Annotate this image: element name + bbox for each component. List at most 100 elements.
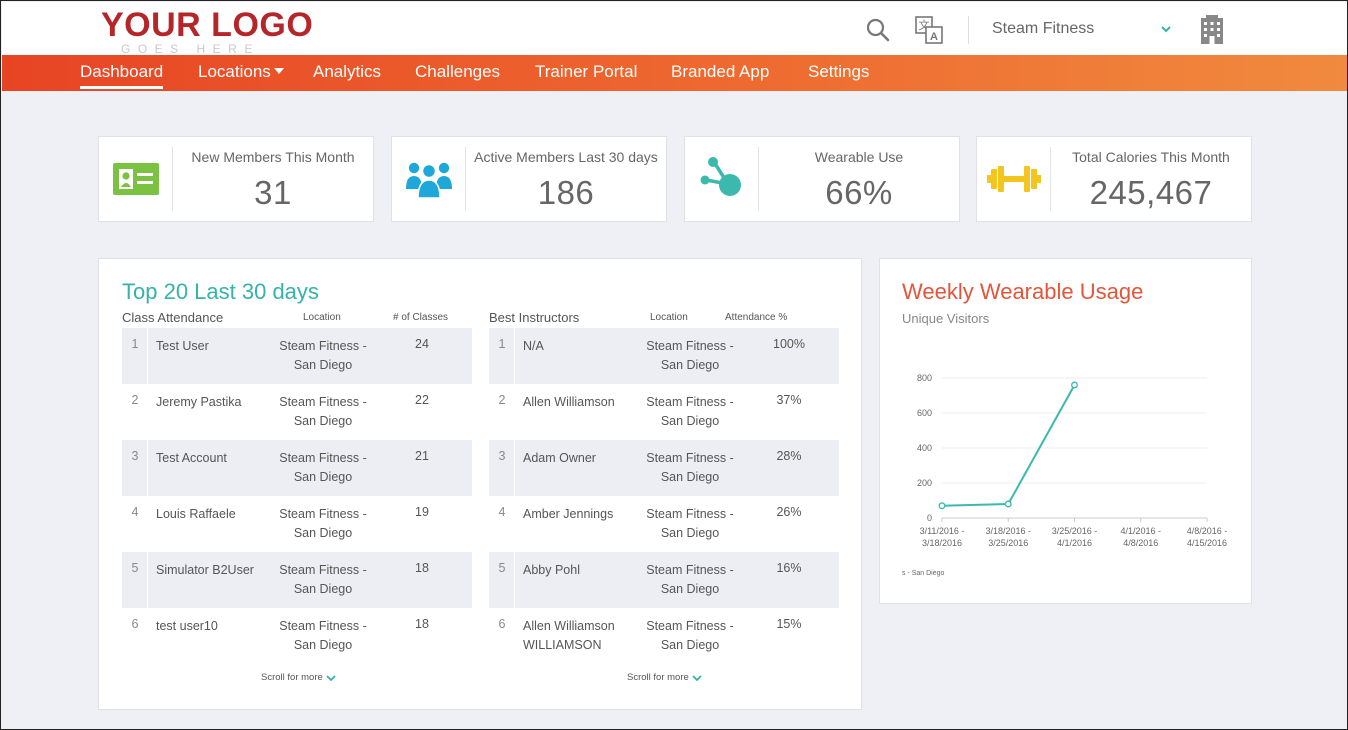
table-row[interactable]: 3 Adam Owner Steam Fitness - San Diego 28% [489,440,839,496]
nav-trainer-portal[interactable]: Trainer Portal [535,62,638,81]
row-divider [147,384,148,440]
share-nodes-icon [685,137,758,221]
location-line-2: San Diego [293,526,353,540]
table-row[interactable]: 2 Allen Williamson Steam Fitness - San Dieg… [489,384,839,440]
member-name: Adam Owner [523,451,596,465]
column-header-location: Location [303,312,341,323]
location-line-1: Steam Fitness - [279,563,367,577]
location-cell: Steam Fitness - San Diego [268,449,378,487]
logo[interactable]: YOUR LOGO [101,6,314,44]
table-row[interactable]: 1 Test User Steam Fitness - San Diego 24 [122,328,472,384]
location-line-1: Steam Fitness - [646,395,734,409]
chevron-down-icon [326,675,336,682]
value-cell: 100% [773,337,805,351]
location-line-1: Steam Fitness - [279,451,367,465]
member-name: Jeremy Pastika [156,395,242,409]
table-row[interactable]: 6 test user10 Steam Fitness - San Diego 18 [122,608,472,664]
table-row[interactable]: 1 N/A Steam Fitness - San Diego 100% [489,328,839,384]
class-attendance-table: Class Attendance Location # of Classes 1… [122,308,472,664]
weekly-wearable-panel: Weekly Wearable Usage Unique Visitors 0 2… [879,258,1252,604]
member-name: Allen Williamson WILLIAMSON [523,619,615,652]
legend-label: s - San Diego [902,570,945,577]
main-nav: Dashboard Locations Analytics Challenges… [2,55,1347,91]
row-divider [514,328,515,384]
table-row[interactable]: 4 Louis Raffaele Steam Fitness - San Diego 1… [122,496,472,552]
top20-panel: Top 20 Last 30 days Class Attendance Loc… [98,258,862,710]
chevron-down-icon[interactable] [1160,22,1172,40]
weekly-usage-chart: 0 200 400 600 800 3/11/2016 - 3/18/2016 3/18/20… [902,373,1227,577]
member-name: Abby Pohl [523,563,580,577]
y-tick-label: 800 [917,373,932,383]
rank-number: 3 [498,449,506,463]
nav-challenges[interactable]: Challenges [415,62,501,81]
table-row[interactable]: 5 Simulator B2User Steam Fitness - San Dieg… [122,552,472,608]
table-row[interactable]: 2 Jeremy Pastika Steam Fitness - San Diego 2… [122,384,472,440]
rank-number: 3 [131,449,139,463]
nav-locations[interactable]: Locations [198,61,284,83]
stat-value: 186 [537,174,595,211]
data-point [1004,500,1012,508]
table-row[interactable]: 4 Amber Jennings Steam Fitness - San Diego 2… [489,496,839,552]
location-line-1: Steam Fitness - [646,507,734,521]
row-divider [147,552,148,608]
location-cell: Steam Fitness - San Diego [268,617,378,655]
translate-icon[interactable]: 文 A [914,14,944,46]
y-tick-label: 600 [917,408,932,418]
scroll-for-more-right[interactable]: Scroll for more [627,672,702,683]
row-divider [147,328,148,384]
member-name: Simulator B2User [156,563,254,577]
gym-select[interactable]: Steam Fitness [992,20,1180,42]
panel-subtitle: Unique Visitors [902,311,990,326]
value-cell: 37% [776,393,802,407]
member-name: Test User [156,339,209,353]
stat-card-new-members: New Members This Month 31 [98,136,374,222]
location-line-2: San Diego [660,414,720,428]
row-divider [514,496,515,552]
panel-title: Top 20 Last 30 days [122,279,319,304]
nav-settings[interactable]: Settings [808,62,870,81]
column-header-attendance: Attendance % [725,312,788,323]
location-line-2: San Diego [293,638,353,652]
building-icon[interactable] [1197,13,1227,45]
row-divider [514,384,515,440]
rank-number: 6 [131,617,139,631]
location-line-2: San Diego [293,582,353,596]
member-name: Amber Jennings [523,507,614,521]
scroll-label: Scroll for more [627,672,689,683]
row-divider [147,440,148,496]
table-body: 1 Test User Steam Fitness - San Diego 24 2 Jer… [122,328,472,664]
value-cell: 18 [415,561,429,575]
chevron-down-icon [692,675,702,682]
stat-value: 245,467 [1089,174,1213,211]
search-icon[interactable] [863,14,893,46]
scroll-for-more-left[interactable]: Scroll for more [261,672,336,683]
x-tick-label: 3/25/2016 [988,538,1028,548]
table-header: Class Attendance Location # of Classes [122,308,472,328]
table-title: Class Attendance [122,310,224,325]
stat-value: 66% [825,174,893,211]
table-row[interactable]: 5 Abby Pohl Steam Fitness - San Diego 16% [489,552,839,608]
nav-analytics[interactable]: Analytics [313,62,382,81]
location-cell: Steam Fitness - San Diego [268,337,378,375]
rank-number: 2 [131,393,139,407]
nav-branded-app[interactable]: Branded App [671,62,770,81]
table-title: Best Instructors [489,310,580,325]
value-cell: 15% [776,617,802,631]
series-line [941,384,1076,507]
stat-divider [1050,147,1051,211]
table-row[interactable]: 6 Allen Williamson WILLIAMSON Steam Fitnes… [489,608,839,664]
stat-label: Wearable Use [814,149,904,165]
scroll-label: Scroll for more [261,672,323,683]
location-line-2: San Diego [660,582,720,596]
location-line-1: Steam Fitness - [646,619,734,633]
rank-number: 1 [131,337,139,351]
x-tick-label: 4/1/2016 [1057,538,1092,548]
value-cell: 19 [415,505,429,519]
nav-dashboard[interactable]: Dashboard [80,62,164,89]
gym-select-value: Steam Fitness [992,20,1095,37]
location-cell: Steam Fitness - San Diego [635,393,745,431]
table-row[interactable]: 3 Test Account Steam Fitness - San Diego 21 [122,440,472,496]
value-cell: 28% [776,449,802,463]
row-divider [514,608,515,664]
